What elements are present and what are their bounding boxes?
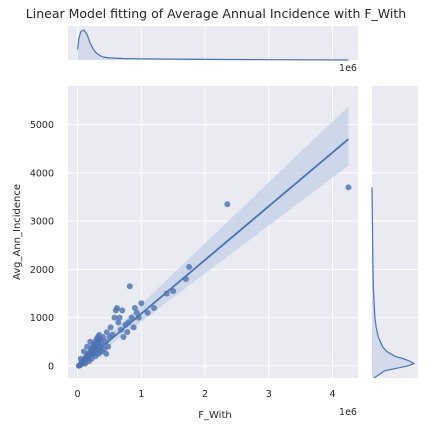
scatter-point	[119, 307, 126, 314]
scatter-point	[186, 263, 193, 270]
scatter-point	[345, 184, 352, 191]
scatter-point	[224, 201, 231, 208]
right-marginal-axes	[371, 86, 418, 379]
top-marginal-axes	[68, 26, 358, 61]
scatter-point	[120, 333, 127, 340]
scatter-point	[130, 324, 137, 331]
scatter-point	[107, 324, 114, 331]
top-kde-line	[76, 29, 349, 61]
y-tick-label: 4000	[30, 168, 54, 179]
scatter-point	[128, 314, 135, 321]
x-axis-label: F_With	[198, 410, 231, 421]
y-tick-label: 3000	[30, 217, 54, 228]
scatter-point	[115, 319, 122, 326]
scatter-point	[103, 350, 110, 357]
scatter-point	[131, 305, 138, 312]
scatter-point	[133, 309, 140, 316]
regression-line	[76, 138, 350, 369]
chart-title: Linear Model fitting of Average Annual I…	[26, 6, 406, 21]
scatter-point	[80, 348, 87, 355]
x-tick-label: 2	[202, 389, 208, 400]
scatter-point	[138, 300, 145, 307]
scatter-point	[100, 333, 107, 340]
scatter-point	[170, 288, 177, 295]
main-scatter-axes: 0 1 2 3 4 0 1000 2000 3000 4000 5000	[30, 86, 358, 400]
scatter-point	[98, 348, 105, 355]
top-offset-label: 1e6	[339, 63, 357, 74]
right-kde-line	[371, 187, 416, 379]
scatter-point	[116, 314, 123, 321]
y-axis-label: Avg_Ann_Incidence	[12, 184, 23, 280]
top-axes-background	[68, 26, 358, 60]
scatter-point	[114, 305, 121, 312]
y-tick-label: 5000	[30, 120, 54, 131]
x-offset-label: 1e6	[339, 407, 357, 418]
x-tick-label: 0	[75, 389, 81, 400]
scatter-point	[124, 329, 131, 336]
scatter-point	[87, 338, 94, 345]
right-histogram-fill	[372, 187, 414, 378]
y-tick-label: 1000	[30, 313, 54, 324]
right-axes-background	[372, 86, 418, 378]
y-tick-label: 0	[48, 361, 54, 372]
scatter-point	[105, 343, 112, 350]
scatter-point	[151, 305, 158, 312]
scatter-point	[111, 314, 118, 321]
x-tick-label: 4	[329, 389, 335, 400]
x-tick-label: 3	[266, 389, 272, 400]
y-tick-label: 2000	[30, 265, 54, 276]
scatter-point	[77, 355, 84, 362]
confidence-band	[77, 106, 349, 370]
x-tick-label: 1	[138, 389, 144, 400]
scatter-point	[126, 283, 133, 290]
scatter-point	[84, 343, 91, 350]
scatter-point	[144, 309, 151, 316]
scatter-point	[103, 329, 110, 336]
